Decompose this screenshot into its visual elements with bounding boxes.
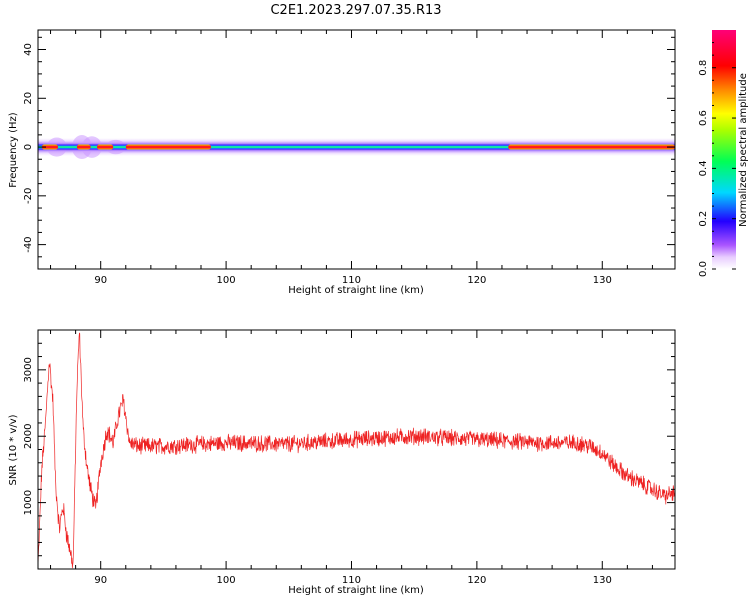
snr-xtick-label: 120 <box>467 575 486 586</box>
spectrogram-xtick-label: 120 <box>467 275 486 286</box>
spectrogram-xtick-label: 130 <box>593 275 612 286</box>
spectrogram-frame <box>37 29 676 270</box>
spectrogram-ytick-label: 40 <box>23 43 34 56</box>
snr-panel: 90 100 110 120 130 1000 2000 3000 Height of str… <box>8 329 676 596</box>
spectrogram-image <box>38 135 675 160</box>
snr-xtick-label: 100 <box>217 575 236 586</box>
spectrogram-peak-segment <box>508 144 675 150</box>
colorbar-ticks: 0.0 0.2 0.4 0.6 0.8 <box>698 42 736 277</box>
colorbar-label: Normalized spectral amplitude <box>738 73 749 227</box>
colorbar-tick-label: 0.8 <box>698 60 709 76</box>
colorbar-gradient <box>712 30 736 269</box>
spectrogram-ytick-label: -40 <box>23 236 34 252</box>
colorbar-tick-label: 0.0 <box>698 261 709 277</box>
snr-ylabel: SNR (10 * v/v) <box>8 414 19 485</box>
spectrogram-ticks: 90 100 110 120 130 40 20 0 -20 -40 <box>23 30 675 286</box>
spectrogram-peak-segment <box>41 144 59 150</box>
spectrogram-peak-segment <box>76 144 91 150</box>
spectrogram-band <box>38 141 675 154</box>
colorbar-tick-label: 0.6 <box>698 110 709 126</box>
snr-ytick-label: 1000 <box>23 490 34 515</box>
spectrogram-peak-segment <box>125 144 212 150</box>
snr-xtick-label: 130 <box>593 575 612 586</box>
spectrogram-xlabel: Height of straight line (km) <box>288 285 424 296</box>
figure-title: C2E1.2023.297.07.35.R13 <box>270 3 441 18</box>
spectrogram-panel: 90 100 110 120 130 40 20 0 -20 -40 Height of stra… <box>8 29 676 296</box>
snr-ytick-label: 2000 <box>23 423 34 448</box>
snr-ticks: 90 100 110 120 130 1000 2000 3000 <box>23 330 675 586</box>
spectrogram-ytick-label: 0 <box>23 144 34 150</box>
spectrogram-xtick-label: 90 <box>94 275 107 286</box>
snr-xtick-label: 90 <box>94 575 107 586</box>
colorbar: 0.0 0.2 0.4 0.6 0.8 Normalized spectral ampl… <box>698 30 749 277</box>
snr-series-line <box>38 332 675 569</box>
colorbar-tick-label: 0.2 <box>698 211 709 227</box>
snr-xtick-label: 110 <box>342 575 361 586</box>
spectrogram-ytick-label: -20 <box>23 188 34 204</box>
spectrogram-ytick-label: 20 <box>23 92 34 105</box>
snr-xlabel: Height of straight line (km) <box>288 585 424 596</box>
spectrogram-xtick-label: 100 <box>217 275 236 286</box>
snr-ytick-label: 3000 <box>23 357 34 382</box>
colorbar-tick-label: 0.4 <box>698 160 709 176</box>
spectrogram-peak-segment <box>96 144 114 150</box>
spectrogram-xtick-label: 110 <box>342 275 361 286</box>
spectrogram-ylabel: Frequency (Hz) <box>8 112 19 188</box>
